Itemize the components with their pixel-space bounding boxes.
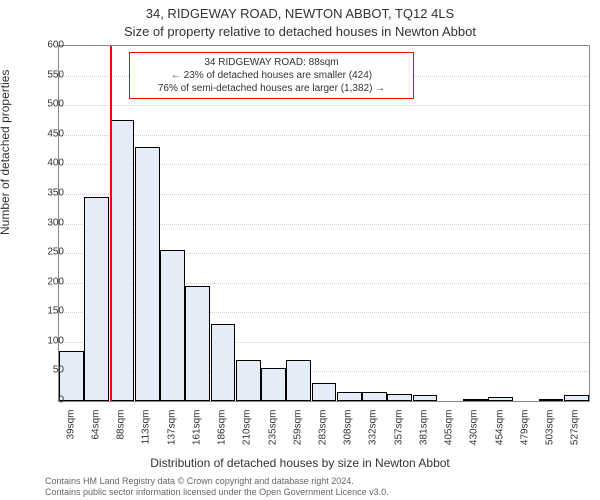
y-tick-label: 600 [24,40,64,51]
x-tick-label: 137sqm [166,410,177,455]
histogram-bar [261,368,286,401]
y-tick-label: 0 [24,395,64,406]
histogram-bar [362,392,387,401]
x-tick-label: 259sqm [292,410,303,455]
y-tick-label: 250 [24,247,64,258]
y-tick-label: 350 [24,187,64,198]
x-tick-label: 39sqm [65,410,76,455]
y-tick-label: 400 [24,158,64,169]
x-tick-label: 161sqm [191,410,202,455]
histogram-bar [110,120,135,401]
x-tick-label: 381sqm [418,410,429,455]
y-tick-label: 500 [24,99,64,110]
plot-area: 34 RIDGEWAY ROAD: 88sqm← 23% of detached… [58,45,590,402]
x-tick-label: 332sqm [368,410,379,455]
y-tick-label: 150 [24,306,64,317]
histogram-bar [337,392,362,401]
footer-line-1: Contains HM Land Registry data © Crown c… [45,476,389,487]
histogram-bar [185,286,210,401]
histogram-bar [211,324,236,401]
x-tick-label: 479sqm [519,410,530,455]
x-tick-label: 405sqm [444,410,455,455]
annotation-line: ← 23% of detached houses are smaller (42… [136,69,407,82]
x-tick-label: 430sqm [469,410,480,455]
x-tick-label: 235sqm [267,410,278,455]
histogram-bar [286,360,311,401]
x-tick-label: 64sqm [90,410,101,455]
histogram-bar [463,399,488,401]
x-tick-label: 186sqm [217,410,228,455]
histogram-bar [539,399,564,401]
x-tick-label: 113sqm [141,410,152,455]
histogram-bar [413,395,438,401]
histogram-bar [312,383,337,401]
histogram-bar [564,395,589,401]
x-tick-label: 454sqm [494,410,505,455]
chart-subtitle: Size of property relative to detached ho… [0,24,600,39]
footer-line-2: Contains public sector information licen… [45,487,389,498]
x-tick-label: 283sqm [318,410,329,455]
attribution-footer: Contains HM Land Registry data © Crown c… [45,476,389,498]
y-tick-label: 100 [24,335,64,346]
histogram-bar [84,197,109,401]
annotation-line: 34 RIDGEWAY ROAD: 88sqm [136,56,407,69]
histogram-bar [387,394,412,401]
chart-title-address: 34, RIDGEWAY ROAD, NEWTON ABBOT, TQ12 4L… [0,6,600,21]
property-marker-line [110,46,112,401]
annotation-box: 34 RIDGEWAY ROAD: 88sqm← 23% of detached… [129,52,414,99]
histogram-bar [488,397,513,401]
gridline [59,105,589,106]
x-tick-label: 210sqm [242,410,253,455]
x-axis-label: Distribution of detached houses by size … [0,456,600,470]
x-tick-label: 308sqm [343,410,354,455]
x-tick-label: 88sqm [116,410,127,455]
annotation-line: 76% of semi-detached houses are larger (… [136,82,407,95]
y-tick-label: 300 [24,217,64,228]
histogram-bar [236,360,261,401]
y-tick-label: 50 [24,365,64,376]
y-axis-label: Number of detached properties [0,70,12,235]
x-tick-label: 357sqm [393,410,404,455]
chart-container: 34, RIDGEWAY ROAD, NEWTON ABBOT, TQ12 4L… [0,0,600,500]
y-tick-label: 200 [24,276,64,287]
histogram-bar [160,250,185,401]
histogram-bar [135,147,160,401]
gridline [59,135,589,136]
y-tick-label: 550 [24,69,64,80]
x-tick-label: 527sqm [570,410,581,455]
x-tick-label: 503sqm [545,410,556,455]
y-tick-label: 450 [24,128,64,139]
